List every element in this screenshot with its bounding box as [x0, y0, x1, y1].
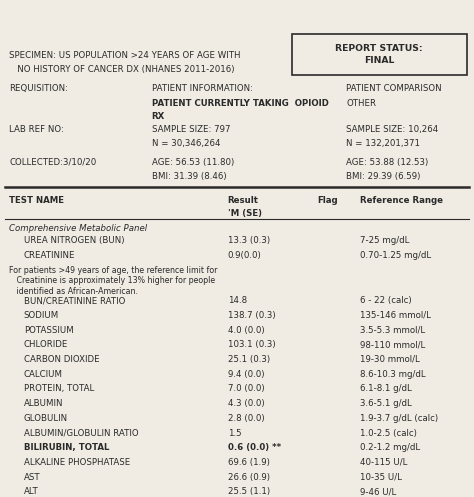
Text: 135-146 mmol/L: 135-146 mmol/L — [360, 311, 431, 320]
Text: 7.0 (0.0): 7.0 (0.0) — [228, 384, 264, 394]
Text: 9.4 (0.0): 9.4 (0.0) — [228, 370, 264, 379]
Text: 14.8: 14.8 — [228, 296, 246, 305]
Text: 25.1 (0.3): 25.1 (0.3) — [228, 355, 270, 364]
Text: BILIRUBIN, TOTAL: BILIRUBIN, TOTAL — [24, 443, 109, 452]
Text: 98-110 mmol/L: 98-110 mmol/L — [360, 340, 426, 349]
Text: 0.70-1.25 mg/dL: 0.70-1.25 mg/dL — [360, 251, 431, 260]
Text: UREA NITROGEN (BUN): UREA NITROGEN (BUN) — [24, 236, 124, 246]
Text: 13.3 (0.3): 13.3 (0.3) — [228, 236, 270, 246]
Text: PATIENT CURRENTLY TAKING  OPIOID: PATIENT CURRENTLY TAKING OPIOID — [152, 99, 328, 108]
Text: CREATININE: CREATININE — [24, 251, 75, 260]
Text: FINAL: FINAL — [364, 56, 394, 65]
Text: AGE: 56.53 (11.80): AGE: 56.53 (11.80) — [152, 158, 234, 167]
Text: ALT: ALT — [24, 488, 38, 497]
Text: 26.6 (0.9): 26.6 (0.9) — [228, 473, 270, 482]
Text: 9-46 U/L: 9-46 U/L — [360, 488, 396, 497]
Text: CARBON DIOXIDE: CARBON DIOXIDE — [24, 355, 100, 364]
Text: 138.7 (0.3): 138.7 (0.3) — [228, 311, 275, 320]
Text: N = 30,346,264: N = 30,346,264 — [152, 139, 220, 148]
Text: 103.1 (0.3): 103.1 (0.3) — [228, 340, 275, 349]
Text: PROTEIN, TOTAL: PROTEIN, TOTAL — [24, 384, 94, 394]
Text: 7-25 mg/dL: 7-25 mg/dL — [360, 236, 410, 246]
Text: RX: RX — [152, 112, 165, 121]
Text: ALKALINE PHOSPHATASE: ALKALINE PHOSPHATASE — [24, 458, 130, 467]
Text: Reference Range: Reference Range — [360, 196, 443, 205]
Text: Flag: Flag — [318, 196, 338, 205]
Text: 'M (SE): 'M (SE) — [228, 209, 262, 218]
Text: 3.5-5.3 mmol/L: 3.5-5.3 mmol/L — [360, 326, 425, 334]
Text: COLLECTED:3/10/20: COLLECTED:3/10/20 — [9, 158, 97, 167]
Text: 8.6-10.3 mg/dL: 8.6-10.3 mg/dL — [360, 370, 426, 379]
Text: ALBUMIN/GLOBULIN RATIO: ALBUMIN/GLOBULIN RATIO — [24, 428, 138, 437]
Text: SPECIMEN: US POPULATION >24 YEARS OF AGE WITH: SPECIMEN: US POPULATION >24 YEARS OF AGE… — [9, 52, 241, 61]
Text: 1.0-2.5 (calc): 1.0-2.5 (calc) — [360, 428, 417, 437]
Text: AGE: 53.88 (12.53): AGE: 53.88 (12.53) — [346, 158, 428, 167]
Text: SAMPLE SIZE: 797: SAMPLE SIZE: 797 — [152, 125, 230, 134]
Text: 10-35 U/L: 10-35 U/L — [360, 473, 402, 482]
Text: REQUISITION:: REQUISITION: — [9, 84, 68, 93]
Text: TEST NAME: TEST NAME — [9, 196, 64, 205]
Text: Comprehensive Metabolic Panel: Comprehensive Metabolic Panel — [9, 224, 147, 233]
Text: REPORT STATUS:: REPORT STATUS: — [336, 44, 423, 53]
Text: 0.6 (0.0) **: 0.6 (0.0) ** — [228, 443, 281, 452]
Text: 1.5: 1.5 — [228, 428, 241, 437]
Text: 6.1-8.1 g/dL: 6.1-8.1 g/dL — [360, 384, 412, 394]
Text: 25.5 (1.1): 25.5 (1.1) — [228, 488, 270, 497]
Text: PATIENT INFORMATION:: PATIENT INFORMATION: — [152, 84, 253, 93]
Text: SODIUM: SODIUM — [24, 311, 59, 320]
Text: BMI: 29.39 (6.59): BMI: 29.39 (6.59) — [346, 171, 420, 180]
Text: AST: AST — [24, 473, 40, 482]
Text: BMI: 31.39 (8.46): BMI: 31.39 (8.46) — [152, 171, 226, 180]
Text: For patients >49 years of age, the reference limit for
   Creatinine is approxim: For patients >49 years of age, the refer… — [9, 266, 218, 296]
Text: 6 - 22 (calc): 6 - 22 (calc) — [360, 296, 412, 305]
FancyBboxPatch shape — [292, 34, 467, 75]
Text: OTHER: OTHER — [346, 99, 376, 108]
Text: 4.0 (0.0): 4.0 (0.0) — [228, 326, 264, 334]
Text: N = 132,201,371: N = 132,201,371 — [346, 139, 420, 148]
Text: SAMPLE SIZE: 10,264: SAMPLE SIZE: 10,264 — [346, 125, 438, 134]
Text: CALCIUM: CALCIUM — [24, 370, 63, 379]
Text: Result: Result — [228, 196, 258, 205]
Text: CHLORIDE: CHLORIDE — [24, 340, 68, 349]
Text: BUN/CREATININE RATIO: BUN/CREATININE RATIO — [24, 296, 125, 305]
Text: 40-115 U/L: 40-115 U/L — [360, 458, 408, 467]
Text: 1.9-3.7 g/dL (calc): 1.9-3.7 g/dL (calc) — [360, 414, 438, 423]
Text: 0.2-1.2 mg/dL: 0.2-1.2 mg/dL — [360, 443, 420, 452]
Text: PATIENT COMPARISON: PATIENT COMPARISON — [346, 84, 442, 93]
Text: GLOBULIN: GLOBULIN — [24, 414, 68, 423]
Text: POTASSIUM: POTASSIUM — [24, 326, 73, 334]
Text: 69.6 (1.9): 69.6 (1.9) — [228, 458, 269, 467]
Text: 0.9(0.0): 0.9(0.0) — [228, 251, 261, 260]
Text: 3.6-5.1 g/dL: 3.6-5.1 g/dL — [360, 399, 412, 408]
Text: 19-30 mmol/L: 19-30 mmol/L — [360, 355, 420, 364]
Text: 2.8 (0.0): 2.8 (0.0) — [228, 414, 264, 423]
Text: LAB REF NO:: LAB REF NO: — [9, 125, 64, 134]
Text: ALBUMIN: ALBUMIN — [24, 399, 63, 408]
Text: 4.3 (0.0): 4.3 (0.0) — [228, 399, 264, 408]
Text: NO HISTORY OF CANCER DX (NHANES 2011-2016): NO HISTORY OF CANCER DX (NHANES 2011-201… — [9, 65, 235, 74]
